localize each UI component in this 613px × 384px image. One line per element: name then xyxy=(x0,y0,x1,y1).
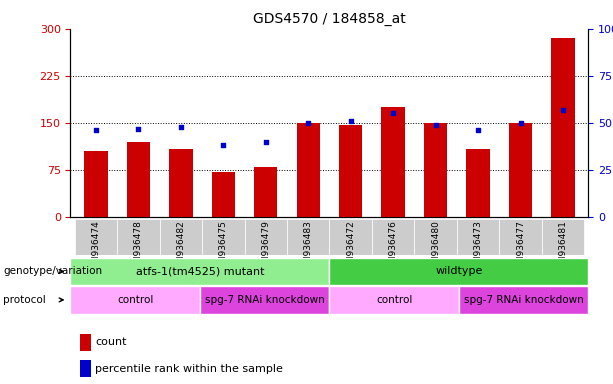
Point xyxy=(134,126,143,132)
Point xyxy=(558,107,568,113)
Title: GDS4570 / 184858_at: GDS4570 / 184858_at xyxy=(253,12,406,26)
Bar xyxy=(459,286,588,314)
Bar xyxy=(372,219,414,255)
Text: GSM936478: GSM936478 xyxy=(134,220,143,275)
Bar xyxy=(457,219,500,255)
Bar xyxy=(245,219,287,255)
Bar xyxy=(414,219,457,255)
Text: spg-7 RNAi knockdown: spg-7 RNAi knockdown xyxy=(464,295,584,305)
Text: GSM936481: GSM936481 xyxy=(558,220,568,275)
Bar xyxy=(509,123,532,217)
Text: wildtype: wildtype xyxy=(435,266,482,276)
Text: GSM936479: GSM936479 xyxy=(261,220,270,275)
Bar xyxy=(127,142,150,217)
Point xyxy=(431,122,441,128)
Point xyxy=(473,127,483,134)
Bar xyxy=(85,151,108,217)
Text: GSM936472: GSM936472 xyxy=(346,220,355,275)
Point xyxy=(346,118,356,124)
Text: control: control xyxy=(376,295,413,305)
Bar xyxy=(339,125,362,217)
Text: GSM936483: GSM936483 xyxy=(304,220,313,275)
Bar xyxy=(200,286,330,314)
Bar xyxy=(202,219,245,255)
Point xyxy=(218,142,228,149)
Text: GSM936476: GSM936476 xyxy=(389,220,398,275)
Text: GSM936473: GSM936473 xyxy=(474,220,482,275)
Bar xyxy=(297,123,320,217)
Point xyxy=(303,120,313,126)
Bar xyxy=(424,123,447,217)
Text: percentile rank within the sample: percentile rank within the sample xyxy=(95,364,283,374)
Bar xyxy=(381,107,405,217)
Text: control: control xyxy=(117,295,153,305)
Bar xyxy=(330,286,459,314)
Bar xyxy=(75,219,117,255)
Text: count: count xyxy=(95,337,126,347)
Point xyxy=(261,139,271,145)
Bar xyxy=(466,149,490,217)
Bar xyxy=(287,219,330,255)
Text: GSM936474: GSM936474 xyxy=(91,220,101,275)
Bar xyxy=(117,219,159,255)
Text: GSM936475: GSM936475 xyxy=(219,220,228,275)
Bar xyxy=(70,286,200,314)
Bar xyxy=(330,258,588,285)
Point xyxy=(516,120,525,126)
Bar xyxy=(500,219,542,255)
Text: GSM936482: GSM936482 xyxy=(177,220,185,275)
Text: atfs-1(tm4525) mutant: atfs-1(tm4525) mutant xyxy=(135,266,264,276)
Text: protocol: protocol xyxy=(3,295,46,305)
Bar xyxy=(330,219,372,255)
Bar xyxy=(70,258,330,285)
Bar xyxy=(542,219,584,255)
Text: GSM936480: GSM936480 xyxy=(431,220,440,275)
Point xyxy=(388,111,398,117)
Text: spg-7 RNAi knockdown: spg-7 RNAi knockdown xyxy=(205,295,325,305)
Point xyxy=(91,127,101,134)
Bar xyxy=(169,149,192,217)
Text: GSM936477: GSM936477 xyxy=(516,220,525,275)
Bar xyxy=(159,219,202,255)
Bar xyxy=(211,172,235,217)
Bar xyxy=(254,167,278,217)
Bar xyxy=(551,38,574,217)
Text: genotype/variation: genotype/variation xyxy=(3,266,102,276)
Point xyxy=(176,124,186,130)
